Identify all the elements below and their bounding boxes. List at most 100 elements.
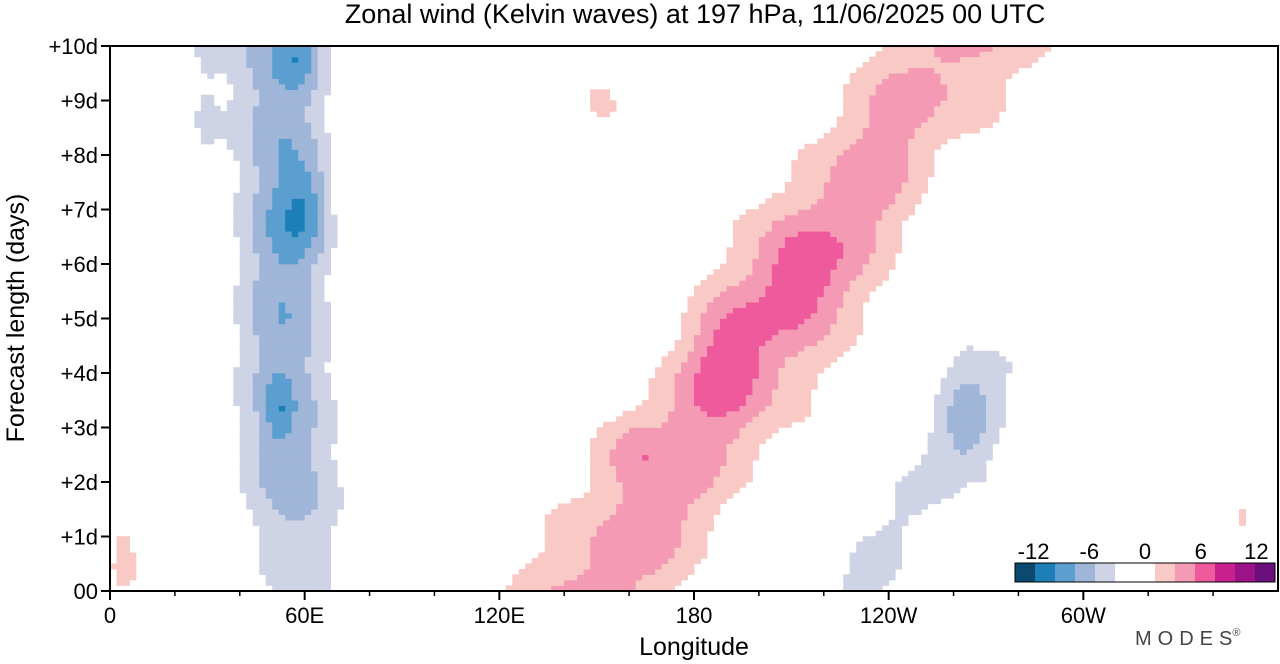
field-cell bbox=[895, 503, 928, 510]
field-cell bbox=[590, 94, 611, 101]
field-cell bbox=[317, 56, 332, 63]
field-cell bbox=[642, 399, 675, 406]
field-cell bbox=[953, 356, 1006, 363]
field-cell bbox=[259, 361, 306, 368]
field-cell bbox=[311, 432, 338, 439]
field-cell bbox=[726, 410, 760, 417]
field-cell bbox=[758, 350, 799, 357]
field-cell bbox=[726, 285, 766, 292]
field-cell bbox=[609, 449, 727, 456]
field-cell bbox=[317, 231, 325, 238]
field-cell bbox=[895, 192, 922, 199]
field-cell bbox=[590, 487, 624, 494]
field-cell bbox=[687, 508, 721, 515]
field-cell bbox=[947, 367, 1013, 374]
field-cell bbox=[590, 541, 682, 548]
field-cell bbox=[934, 46, 993, 52]
field-cell bbox=[259, 171, 280, 178]
field-cell bbox=[317, 51, 332, 58]
field-cell bbox=[304, 214, 319, 221]
field-cell bbox=[259, 449, 312, 456]
field-cell bbox=[836, 116, 870, 123]
field-cell bbox=[758, 241, 786, 248]
field-cell bbox=[700, 318, 721, 325]
field-cell bbox=[311, 290, 325, 297]
field-cell bbox=[317, 487, 344, 494]
field-cell bbox=[252, 72, 273, 79]
field-cell bbox=[272, 56, 293, 63]
field-cell bbox=[311, 176, 325, 183]
field-cell bbox=[986, 421, 1006, 428]
field-cell bbox=[324, 176, 332, 183]
field-cell bbox=[901, 187, 928, 194]
field-cell bbox=[869, 116, 928, 123]
field-cell bbox=[616, 476, 714, 483]
field-cell bbox=[259, 345, 312, 352]
field-cell bbox=[862, 127, 916, 134]
field-cell bbox=[311, 427, 338, 434]
field-cell bbox=[986, 427, 1000, 434]
field-cell bbox=[311, 449, 332, 456]
field-cell bbox=[713, 334, 773, 341]
field-cell bbox=[252, 514, 286, 521]
field-cell bbox=[719, 465, 753, 472]
field-cell bbox=[311, 345, 332, 352]
field-cell bbox=[836, 236, 877, 243]
field-cell bbox=[200, 56, 247, 63]
field-cell bbox=[745, 209, 799, 216]
field-cell bbox=[259, 568, 332, 575]
field-cell bbox=[200, 62, 247, 69]
field-cell bbox=[239, 160, 254, 167]
field-cell bbox=[233, 89, 260, 96]
field-cell bbox=[590, 438, 617, 445]
field-cell bbox=[603, 421, 662, 428]
colorbar-swatch bbox=[1095, 563, 1116, 582]
field-cell bbox=[843, 296, 870, 303]
field-cell bbox=[285, 307, 312, 314]
field-cell bbox=[927, 443, 954, 450]
field-cell bbox=[252, 301, 280, 308]
field-cell bbox=[947, 94, 1006, 101]
field-cell bbox=[752, 383, 779, 390]
field-cell bbox=[895, 508, 922, 515]
field-cell bbox=[116, 547, 130, 554]
field-cell bbox=[311, 171, 325, 178]
field-cell bbox=[849, 568, 896, 575]
field-cell bbox=[311, 56, 319, 63]
field-cell bbox=[252, 111, 306, 118]
field-cell bbox=[544, 541, 591, 548]
field-cell bbox=[311, 269, 332, 276]
field-cell bbox=[979, 438, 1000, 445]
field-cell bbox=[207, 72, 215, 79]
field-cell bbox=[285, 220, 306, 227]
field-cell bbox=[259, 530, 332, 537]
field-cell bbox=[830, 323, 864, 330]
field-cell bbox=[317, 399, 338, 406]
field-cell bbox=[908, 160, 935, 167]
field-cell bbox=[505, 585, 552, 591]
field-cell bbox=[233, 198, 254, 205]
field-cell bbox=[311, 443, 332, 450]
field-cell bbox=[843, 83, 877, 90]
field-cell bbox=[817, 340, 857, 347]
field-cell bbox=[875, 89, 948, 96]
field-cell bbox=[908, 176, 928, 183]
field-cell bbox=[784, 236, 838, 243]
field-cell bbox=[265, 220, 286, 227]
field-cell bbox=[784, 181, 825, 188]
field-cell bbox=[817, 198, 896, 205]
field-cell bbox=[830, 165, 909, 172]
field-cell bbox=[233, 209, 254, 216]
field-cell bbox=[622, 498, 695, 505]
field-cell bbox=[291, 389, 312, 396]
field-cell bbox=[311, 280, 325, 287]
field-cell bbox=[590, 563, 662, 570]
field-cell bbox=[285, 432, 312, 439]
field-cell bbox=[304, 209, 319, 216]
field-cell bbox=[700, 405, 740, 412]
field-cell bbox=[298, 149, 319, 156]
field-cell bbox=[272, 247, 306, 254]
field-cell bbox=[888, 72, 941, 79]
field-cell bbox=[116, 568, 137, 575]
field-cell bbox=[590, 449, 611, 456]
